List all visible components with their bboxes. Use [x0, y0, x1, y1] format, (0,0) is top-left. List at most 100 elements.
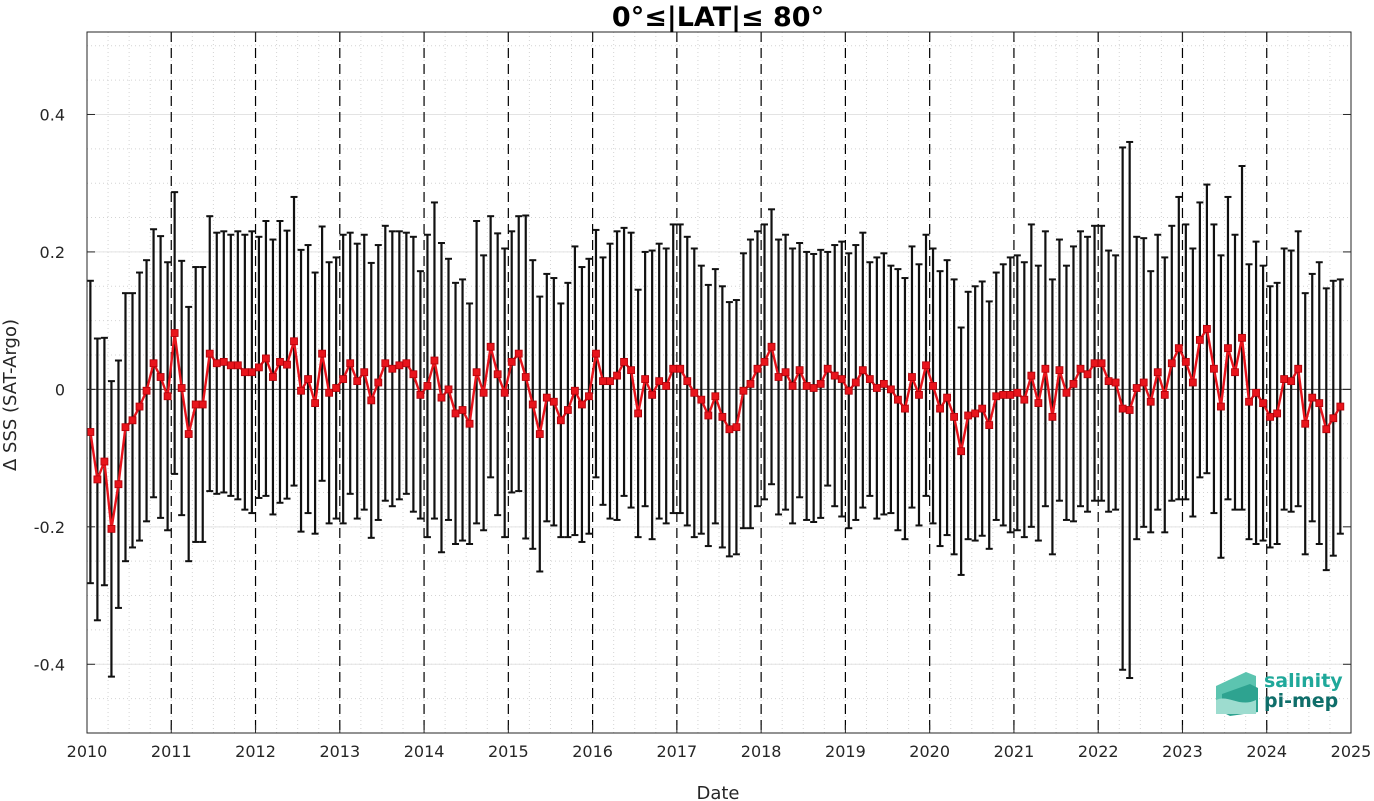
data-point	[1224, 344, 1232, 353]
data-point	[451, 409, 460, 418]
data-point	[606, 377, 614, 386]
data-point	[346, 359, 355, 368]
data-point	[915, 390, 923, 399]
data-point	[311, 399, 319, 408]
salinity-pi-mep-logo: salinity pi-mep	[1216, 670, 1343, 716]
data-point	[1210, 364, 1218, 373]
data-point	[219, 357, 228, 366]
data-point	[894, 395, 902, 404]
data-point	[184, 430, 193, 438]
data-point	[711, 392, 720, 401]
data-point	[655, 377, 664, 386]
data-point	[458, 406, 467, 414]
data-point	[795, 366, 804, 375]
data-point	[360, 368, 369, 377]
x-tick-label: 2018	[741, 742, 782, 761]
data-point	[669, 364, 678, 373]
data-point	[936, 404, 944, 413]
data-point	[100, 457, 109, 466]
chart-title: 0°≤|LAT|≤ 80°	[612, 2, 824, 33]
data-point	[950, 412, 959, 421]
data-point	[1125, 406, 1134, 414]
x-tick-label: 2021	[994, 742, 1035, 761]
data-point	[767, 342, 776, 351]
data-point	[690, 388, 699, 397]
data-point	[542, 393, 551, 402]
data-point	[964, 411, 973, 420]
data-point	[999, 390, 1008, 399]
x-tick-label: 2012	[235, 742, 276, 761]
data-point	[479, 388, 488, 397]
x-tick-label: 2013	[319, 742, 360, 761]
data-point	[395, 361, 404, 370]
x-tick-label: 2014	[404, 742, 445, 761]
data-point	[634, 409, 643, 418]
data-point	[627, 366, 635, 375]
data-point	[985, 421, 994, 430]
data-point	[1153, 368, 1162, 377]
data-point	[872, 384, 881, 392]
data-point	[929, 382, 937, 390]
data-point	[149, 359, 158, 368]
data-point	[578, 400, 586, 409]
data-point	[276, 357, 284, 366]
data-point	[507, 357, 516, 366]
data-point	[837, 375, 846, 383]
data-point	[514, 349, 523, 358]
grid	[86, 32, 1352, 734]
data-point	[1273, 409, 1282, 418]
data-point	[247, 368, 256, 377]
data-point	[191, 400, 200, 409]
data-point	[1322, 425, 1331, 434]
data-point	[226, 361, 235, 370]
data-point	[198, 400, 207, 409]
data-point	[978, 404, 987, 413]
x-tick-label: 2025	[1331, 742, 1372, 761]
data-point	[802, 382, 811, 390]
data-point	[444, 385, 453, 394]
logo-waves-icon	[1216, 672, 1258, 716]
data-point	[367, 396, 376, 405]
data-point	[521, 373, 530, 381]
data-point	[255, 363, 263, 372]
data-point	[472, 368, 481, 377]
data-point	[732, 423, 741, 432]
data-point	[887, 385, 895, 394]
data-point	[1020, 395, 1029, 404]
data-point	[283, 360, 291, 369]
data-point	[1055, 366, 1064, 375]
data-point	[957, 447, 966, 456]
data-point	[1048, 412, 1057, 421]
data-point	[1287, 377, 1296, 386]
data-point	[851, 378, 860, 387]
data-point	[121, 423, 130, 432]
data-point	[1104, 377, 1113, 386]
data-point	[1146, 397, 1155, 406]
data-point	[1013, 388, 1022, 397]
series-markers	[86, 324, 1345, 533]
data-point	[613, 371, 621, 380]
data-point	[1034, 399, 1043, 408]
data-point	[943, 393, 951, 402]
data-point	[1308, 393, 1317, 402]
data-point	[381, 359, 390, 368]
data-point	[205, 349, 214, 358]
data-point	[269, 373, 277, 381]
data-point	[128, 416, 137, 425]
x-tick-label: 2015	[488, 742, 529, 761]
data-point	[1315, 399, 1324, 408]
data-point	[816, 379, 825, 388]
data-point	[704, 411, 713, 420]
data-point	[549, 397, 558, 406]
data-point	[437, 393, 446, 402]
data-point	[107, 524, 116, 533]
data-point	[1203, 324, 1211, 333]
data-point	[1329, 414, 1338, 423]
data-point	[725, 425, 734, 434]
data-point	[114, 480, 123, 489]
data-point	[93, 475, 102, 484]
data-point	[1041, 364, 1050, 373]
data-point	[1280, 375, 1289, 383]
data-point	[135, 402, 144, 411]
data-point	[1076, 364, 1085, 373]
